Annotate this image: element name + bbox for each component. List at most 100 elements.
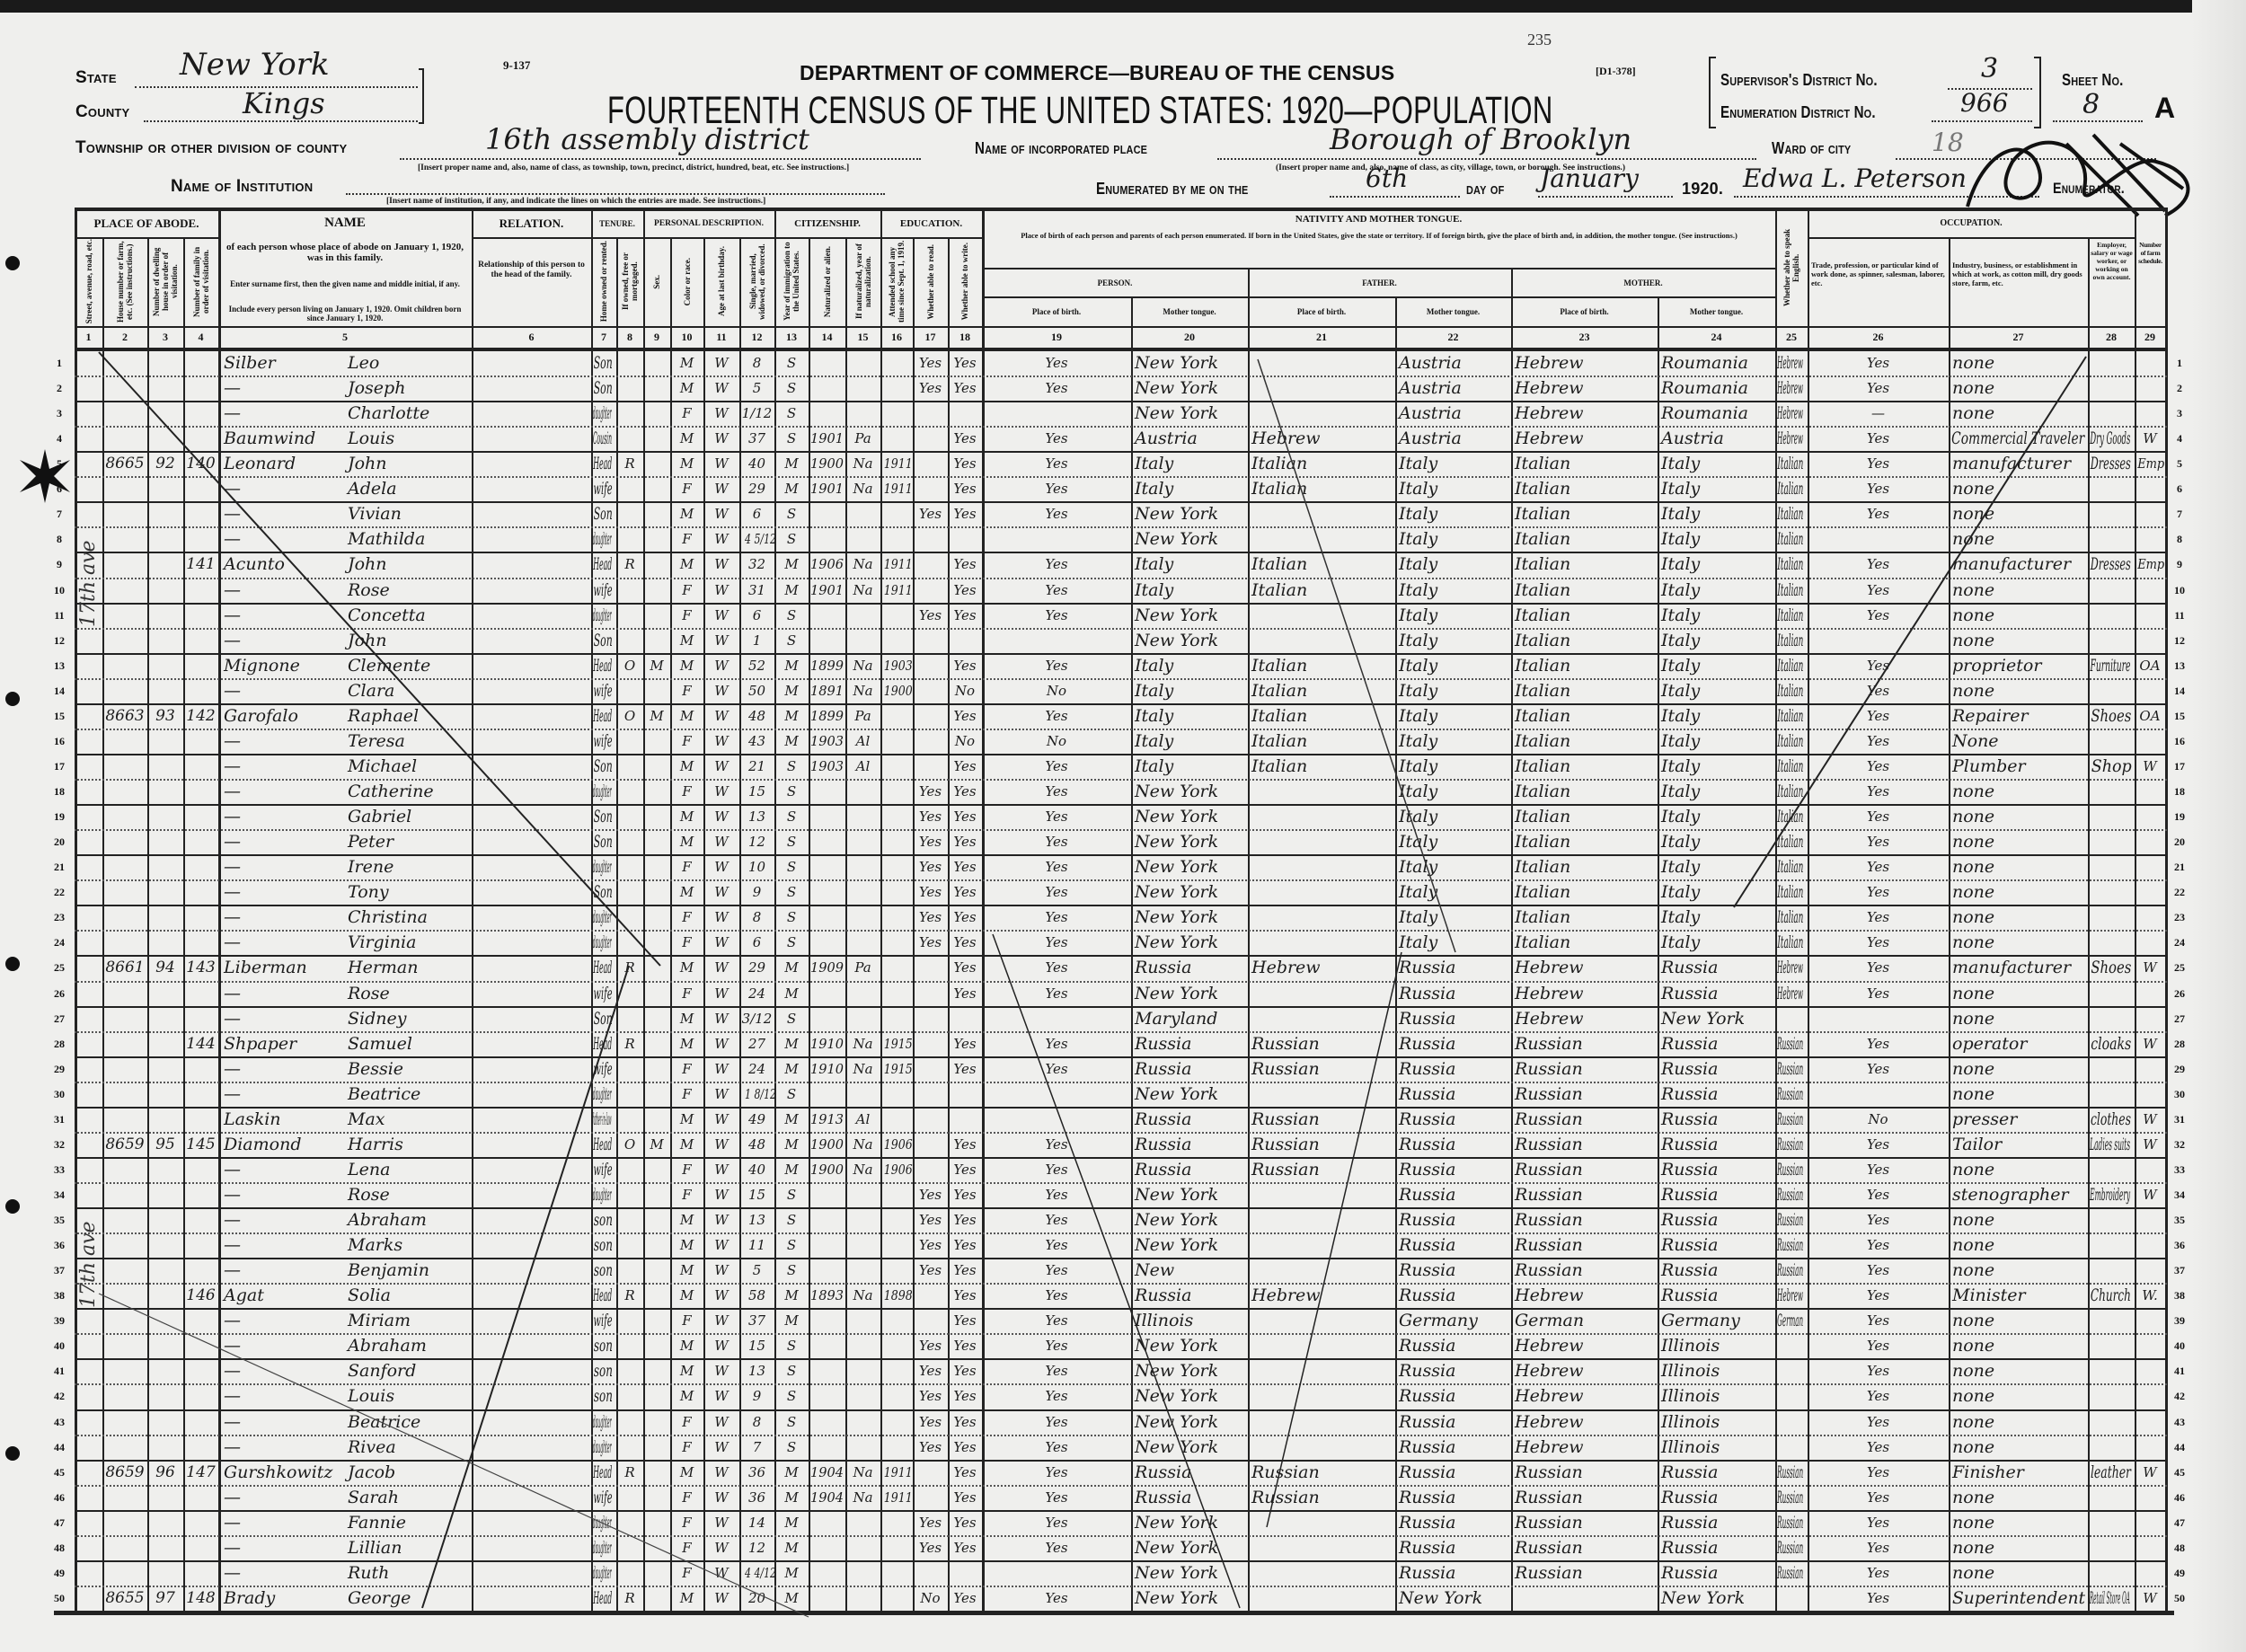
cell-birthplace: New York	[1135, 1336, 1219, 1356]
grid-line-vertical	[670, 237, 672, 1611]
cell-dwelling-number	[148, 426, 182, 451]
cell-mother-mother-tongue: Italian	[1777, 605, 1804, 625]
cell-immigration-year: 1891	[809, 682, 844, 699]
cell-family-number	[184, 981, 217, 1006]
cell-color: W	[714, 1010, 729, 1027]
row-line-dotted	[75, 729, 2167, 730]
cell-given-name: Teresa	[348, 730, 405, 751]
cell-house-number	[103, 754, 146, 779]
cell-employer-class	[2135, 678, 2164, 703]
county-line	[144, 120, 418, 122]
cell-naturalization-status	[846, 401, 880, 426]
cell-speaks-english: Yes	[1866, 783, 1890, 800]
row-line	[75, 552, 2167, 553]
table-row: — Teresa wife F W 43 M 1903 Al No No Italy Italian It…	[0, 729, 2246, 754]
row-line	[75, 754, 2167, 755]
cell-color: W	[714, 380, 729, 397]
cell-mortgage	[644, 552, 669, 577]
cell-trade: Plumber	[1952, 755, 2026, 776]
cell-home-tenure	[617, 1535, 642, 1560]
cell-age: 31	[747, 581, 766, 598]
row-number-left: 38	[54, 1289, 65, 1302]
cell-age: 13	[747, 1363, 766, 1380]
ward-value: 18	[1932, 128, 1964, 157]
table-row: — Vivian Son M W 6 S Yes Yes Yes New York Italy Ital…	[0, 501, 2246, 526]
cell-mother-mother-tongue	[1776, 1586, 1807, 1611]
table-row: — Rose wife F W 31 M 1901 Na 1911 Yes Yes Italy Itali…	[0, 578, 2246, 603]
cell-color: W	[714, 1489, 729, 1506]
cell-marital-status: S	[786, 1262, 797, 1279]
cell-mortgage	[644, 1510, 669, 1535]
section-education: EDUCATION.	[899, 217, 963, 229]
grid-line-vertical	[809, 237, 810, 1611]
table-row: — Fannie daughter F W 14 M Yes Yes Yes New York Rus…	[0, 1510, 2246, 1535]
cell-house-number: 8661	[105, 959, 145, 977]
cell-able-to-write: Yes	[1045, 506, 1068, 523]
cell-house-number	[103, 981, 146, 1006]
cell-employer-class: OA	[2139, 657, 2161, 674]
cell-mother-birthplace: Italy	[1661, 554, 1701, 575]
cell-street	[75, 1207, 102, 1232]
row-number-right: 45	[2174, 1466, 2185, 1479]
cell-trade: manufacturer	[1952, 958, 2072, 978]
cell-dwelling-number	[148, 1358, 182, 1383]
table-row: 8663 93 142 Garofalo Raphael Head O M M W 48 M 1899 P…	[0, 703, 2246, 729]
cell-dwelling-number	[148, 879, 182, 905]
cell-mother-tongue	[1249, 779, 1394, 804]
cell-dwelling-number	[148, 930, 182, 955]
cell-employer-class: Emp	[2137, 556, 2165, 573]
cell-able-to-write: Yes	[1045, 1262, 1068, 1279]
cell-naturalization-year	[881, 1435, 912, 1460]
cell-relation: Head	[593, 554, 613, 575]
cell-attended-school: Yes	[918, 355, 942, 371]
column-number: 18	[959, 331, 970, 343]
cell-surname: —	[224, 1235, 241, 1256]
cell-attended-school: Yes	[918, 1514, 942, 1531]
cell-given-name: Gabriel	[348, 807, 412, 827]
cell-given-name: Solia	[348, 1285, 391, 1306]
cell-family-number	[184, 1182, 217, 1207]
cell-father-mother-tongue: Hebrew	[1515, 1436, 1584, 1457]
cell-dwelling-number	[148, 1535, 182, 1560]
cell-street	[75, 1107, 102, 1132]
cell-relation: Head	[593, 705, 613, 726]
cell-speaks-english: Yes	[1866, 1212, 1890, 1229]
cell-house-number	[103, 1510, 146, 1535]
cell-sex: F	[682, 1539, 692, 1556]
cell-age: 49	[747, 1110, 766, 1127]
cell-surname: —	[224, 755, 241, 776]
cell-immigration-year	[809, 350, 844, 375]
cell-immigration-year	[809, 1435, 844, 1460]
cell-relation: wife	[593, 680, 613, 701]
district-bracket-left	[1709, 57, 1716, 128]
cell-employer-class	[2135, 501, 2164, 526]
cell-given-name: Clemente	[348, 655, 431, 676]
cell-house-number	[103, 628, 146, 653]
cell-given-name: Rose	[348, 579, 390, 600]
cell-family-number: 145	[186, 1135, 216, 1153]
cell-street	[75, 426, 102, 451]
cell-trade: Tailor	[1952, 1134, 2003, 1154]
row-number-left: 3	[57, 407, 62, 420]
cell-mother-mother-tongue	[1776, 1383, 1807, 1409]
cell-speaks-english: Yes	[1866, 1287, 1890, 1304]
cell-given-name: Rivea	[348, 1436, 396, 1457]
cell-industry: cloaks	[2091, 1033, 2132, 1054]
cell-immigration-year: 1899	[809, 707, 844, 724]
cell-home-tenure	[617, 854, 642, 879]
sheet-number-line	[2053, 120, 2143, 122]
cell-mortgage	[644, 1435, 669, 1460]
cell-sex: F	[682, 985, 692, 1002]
row-number-left: 18	[54, 785, 65, 798]
cell-sex: M	[679, 380, 694, 397]
cell-speaks-english: Yes	[1866, 707, 1890, 724]
cell-speaks-english: Yes	[1866, 682, 1890, 699]
cell-naturalization-year	[881, 955, 912, 980]
row-number-left: 30	[54, 1088, 65, 1100]
cell-dwelling-number	[148, 628, 182, 653]
row-number-left: 21	[54, 861, 65, 873]
enumeration-district-line	[1932, 120, 2032, 122]
row-number-right: 40	[2174, 1339, 2185, 1352]
cell-family-number	[184, 501, 217, 526]
cell-employer-class	[2135, 930, 2164, 955]
